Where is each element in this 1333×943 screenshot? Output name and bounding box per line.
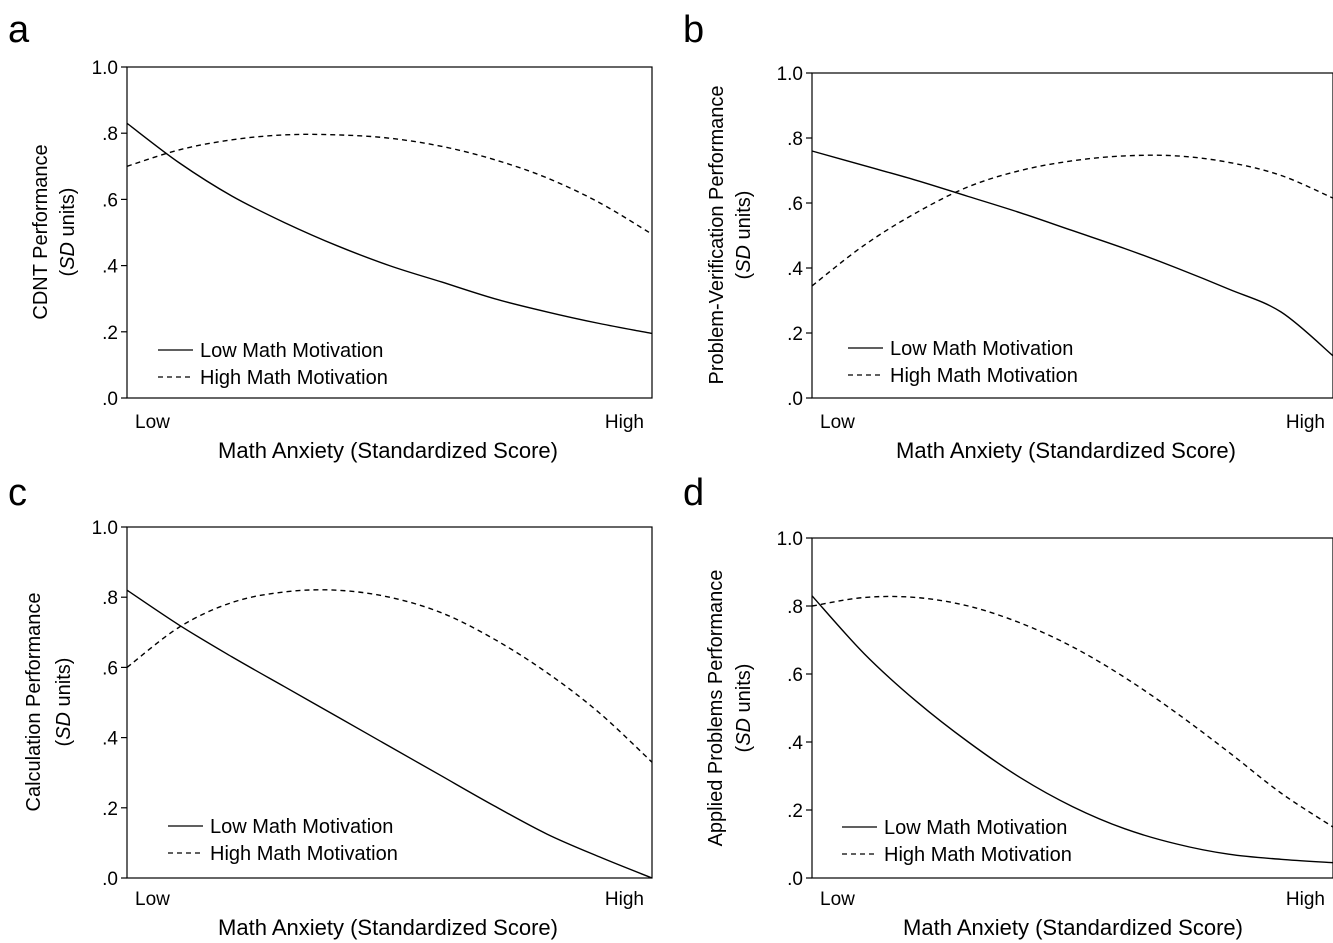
y-tick-label: .2 (102, 799, 118, 820)
x-tick-label-low: Low (820, 412, 855, 433)
plot-frame (811, 72, 1333, 399)
legend-label: Low Math Motivation (200, 340, 383, 362)
x-axis-label: Math Anxiety (Standardized Score) (218, 438, 558, 463)
series-line-low-motivation (126, 589, 653, 879)
y-tick-label: .6 (787, 194, 803, 215)
series-line-high-motivation (811, 595, 1333, 828)
y-tick-label: .0 (102, 869, 118, 890)
panel-a: a .0 .2 .4 .6 .8 1.0 Low High Math Anxiety (Stand… (8, 9, 653, 463)
y-tick-label: .0 (787, 869, 803, 890)
x-axis-label: Math Anxiety (Standardized Score) (218, 915, 558, 940)
y-tick-label: 1.0 (777, 64, 803, 85)
y-tick-label: 1.0 (777, 529, 803, 550)
y-axis-label: CDNT Performance (30, 144, 52, 319)
series-line-high-motivation (126, 133, 653, 235)
y-axis-label-units: (SD units) (57, 188, 79, 277)
y-axis-label-units: (SD units) (733, 191, 755, 280)
y-tick-label: .8 (102, 124, 118, 145)
y-tick-label: .0 (787, 389, 803, 410)
panel-b: b .0 .2 .4 .6 .8 1.0 Low High Math Anxiety (Stand… (683, 9, 1333, 463)
plot-frame (126, 66, 653, 399)
y-tick-label: 1.0 (92, 58, 118, 79)
series-line-low-motivation (811, 150, 1333, 357)
y-tick-label: .0 (102, 389, 118, 410)
y-tick-label: .6 (787, 665, 803, 686)
x-tick-label-low: Low (135, 412, 170, 433)
panel-c: c .0 .2 .4 .6 .8 1.0 Low High Math Anxiety (Stand… (8, 472, 653, 940)
y-axis-units-rest: units) (53, 658, 75, 712)
x-tick-label-high: High (605, 412, 644, 433)
y-tick-label: 1.0 (92, 518, 118, 539)
y-tick-label: .4 (787, 259, 803, 280)
y-tick-label: .8 (102, 588, 118, 609)
legend-label: High Math Motivation (890, 365, 1078, 387)
y-axis-units-open: ( (57, 269, 79, 276)
legend-label: Low Math Motivation (210, 816, 393, 838)
series-line-high-motivation (811, 154, 1333, 287)
y-tick-label: .8 (787, 129, 803, 150)
y-tick-label: .8 (787, 597, 803, 618)
x-axis-label: Math Anxiety (Standardized Score) (896, 438, 1236, 463)
legend-label: Low Math Motivation (884, 817, 1067, 839)
x-tick-label-low: Low (820, 889, 855, 910)
x-axis-label: Math Anxiety (Standardized Score) (903, 915, 1243, 940)
y-axis-label-units: (SD units) (53, 658, 75, 747)
panel-letter: a (8, 9, 30, 51)
y-axis-units-italic: SD (53, 712, 75, 740)
panel-d: d .0 .2 .4 .6 .8 1.0 Low High Math Anxiety (Stand… (683, 472, 1333, 940)
x-tick-label-high: High (1286, 889, 1325, 910)
legend-label: Low Math Motivation (890, 338, 1073, 360)
y-axis-units-open: ( (733, 745, 755, 752)
y-tick-label: .4 (787, 733, 803, 754)
panel-letter: d (683, 472, 704, 514)
y-axis-label: Applied Problems Performance (705, 570, 727, 847)
y-axis-units-italic: SD (57, 242, 79, 270)
y-axis-label: Problem-Verification Performance (706, 85, 728, 384)
panel-letter: b (683, 9, 704, 51)
y-axis-units-open: ( (733, 272, 755, 279)
y-axis-units-open: ( (53, 739, 75, 746)
y-tick-label: .2 (102, 323, 118, 344)
x-tick-label-low: Low (135, 889, 170, 910)
series-line-high-motivation (126, 589, 653, 763)
y-tick-label: .4 (102, 257, 118, 278)
y-axis-units-italic: SD (733, 245, 755, 273)
y-axis-label: Calculation Performance (23, 593, 45, 812)
x-tick-label-high: High (1286, 412, 1325, 433)
legend-label: High Math Motivation (884, 844, 1072, 866)
y-axis-units-italic: SD (733, 718, 755, 746)
series-line-low-motivation (811, 595, 1333, 864)
y-tick-label: .2 (787, 801, 803, 822)
series-line-low-motivation (126, 122, 653, 335)
y-axis-label-units: (SD units) (733, 664, 755, 753)
y-tick-label: .4 (102, 729, 118, 750)
plot-frame (126, 526, 653, 879)
panel-letter: c (8, 472, 27, 514)
x-tick-label-high: High (605, 889, 644, 910)
plot-frame (811, 537, 1333, 879)
legend-label: High Math Motivation (210, 843, 398, 865)
y-axis-units-rest: units) (57, 188, 79, 242)
legend-label: High Math Motivation (200, 367, 388, 389)
y-axis-units-rest: units) (733, 664, 755, 718)
y-axis-units-rest: units) (733, 191, 755, 245)
y-tick-label: .2 (787, 324, 803, 345)
y-tick-label: .6 (102, 190, 118, 211)
y-tick-label: .6 (102, 658, 118, 679)
